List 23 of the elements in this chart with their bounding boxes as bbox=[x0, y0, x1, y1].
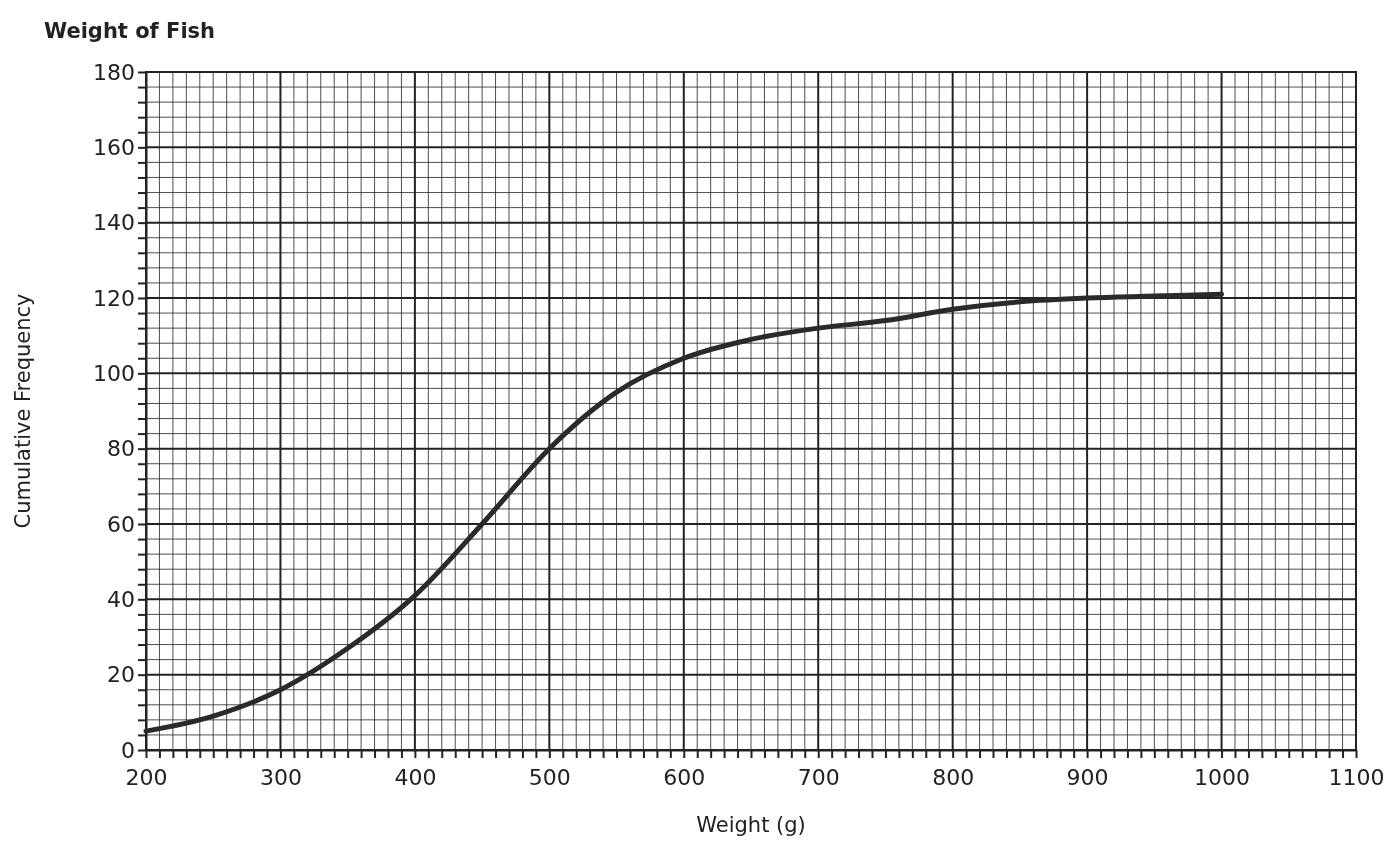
x-axis-title: Weight (g) bbox=[696, 813, 806, 837]
x-tick-label: 700 bbox=[797, 765, 840, 791]
y-axis-title: Cumulative Frequency bbox=[11, 293, 35, 529]
y-tick-label: 100 bbox=[93, 360, 135, 386]
y-tick-label: 140 bbox=[93, 210, 135, 236]
x-tick-label: 400 bbox=[394, 765, 437, 791]
y-tick-label: 160 bbox=[93, 134, 135, 160]
y-tick-label: 80 bbox=[107, 436, 135, 462]
y-tick-label: 20 bbox=[107, 662, 135, 688]
y-tick-label: 0 bbox=[121, 737, 135, 763]
x-tick-label: 1000 bbox=[1194, 765, 1251, 791]
y-tick-label: 180 bbox=[93, 59, 135, 85]
x-tick-label: 600 bbox=[663, 765, 706, 791]
x-tick-label: 500 bbox=[528, 765, 571, 791]
x-tick-label: 300 bbox=[259, 765, 302, 791]
x-tick-label: 200 bbox=[125, 765, 168, 791]
x-tick-label: 1100 bbox=[1328, 765, 1385, 791]
y-tick-label: 40 bbox=[107, 586, 135, 612]
y-tick-label: 60 bbox=[107, 511, 135, 537]
x-tick-label: 800 bbox=[932, 765, 975, 791]
x-tick-label: 900 bbox=[1066, 765, 1109, 791]
chart-title: Weight of Fish bbox=[44, 19, 216, 43]
y-tick-label: 120 bbox=[93, 285, 135, 311]
